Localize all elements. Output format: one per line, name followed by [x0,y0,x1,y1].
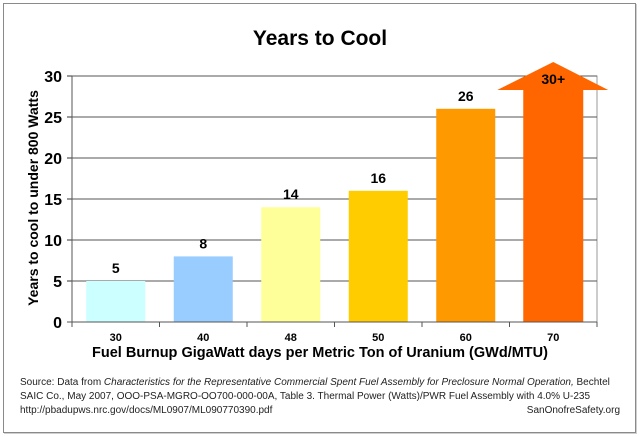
y-tick-label: 5 [53,274,62,291]
x-tick-label: 30 [110,332,122,344]
bar [348,190,408,322]
y-tick-label: 20 [44,151,62,168]
bar [261,207,321,322]
x-tick-label: 48 [285,332,297,344]
source-prefix: Source: Data from [20,377,104,388]
x-tick-label: 50 [372,332,384,344]
y-tick-label: 15 [44,192,62,209]
y-tick-label: 0 [53,315,62,332]
credit: SanOnofreSafety.org [526,405,620,416]
data-label: 26 [458,88,474,104]
source-suffix: Bechtel SAIC Co., May 2007, OOO-PSA-MGRO… [20,377,610,402]
bar [173,256,233,322]
source-url[interactable]: http://pbadupws.nrc.gov/docs/ML0907/ML09… [20,405,273,416]
bar-arrow [497,62,609,322]
data-label: 16 [370,170,386,186]
data-label: 14 [283,186,299,202]
source-title: Characteristics for the Representative C… [103,377,574,388]
data-label: 8 [199,235,207,251]
source-note: Source: Data from Characteristics for th… [20,376,620,418]
x-tick-label: 60 [460,332,472,344]
y-tick-label: 30 [44,69,62,86]
bar [86,281,146,322]
bar [436,108,496,322]
chart-title: Years to Cool [252,27,388,50]
x-tick-label: 40 [197,332,209,344]
data-label: 30+ [541,71,565,87]
data-label: 5 [112,260,120,276]
y-tick-label: 25 [44,110,62,127]
x-axis-label: Fuel Burnup GigaWatt days per Metric Ton… [92,345,548,361]
x-tick-label: 70 [547,332,559,344]
y-tick-label: 10 [44,233,62,250]
